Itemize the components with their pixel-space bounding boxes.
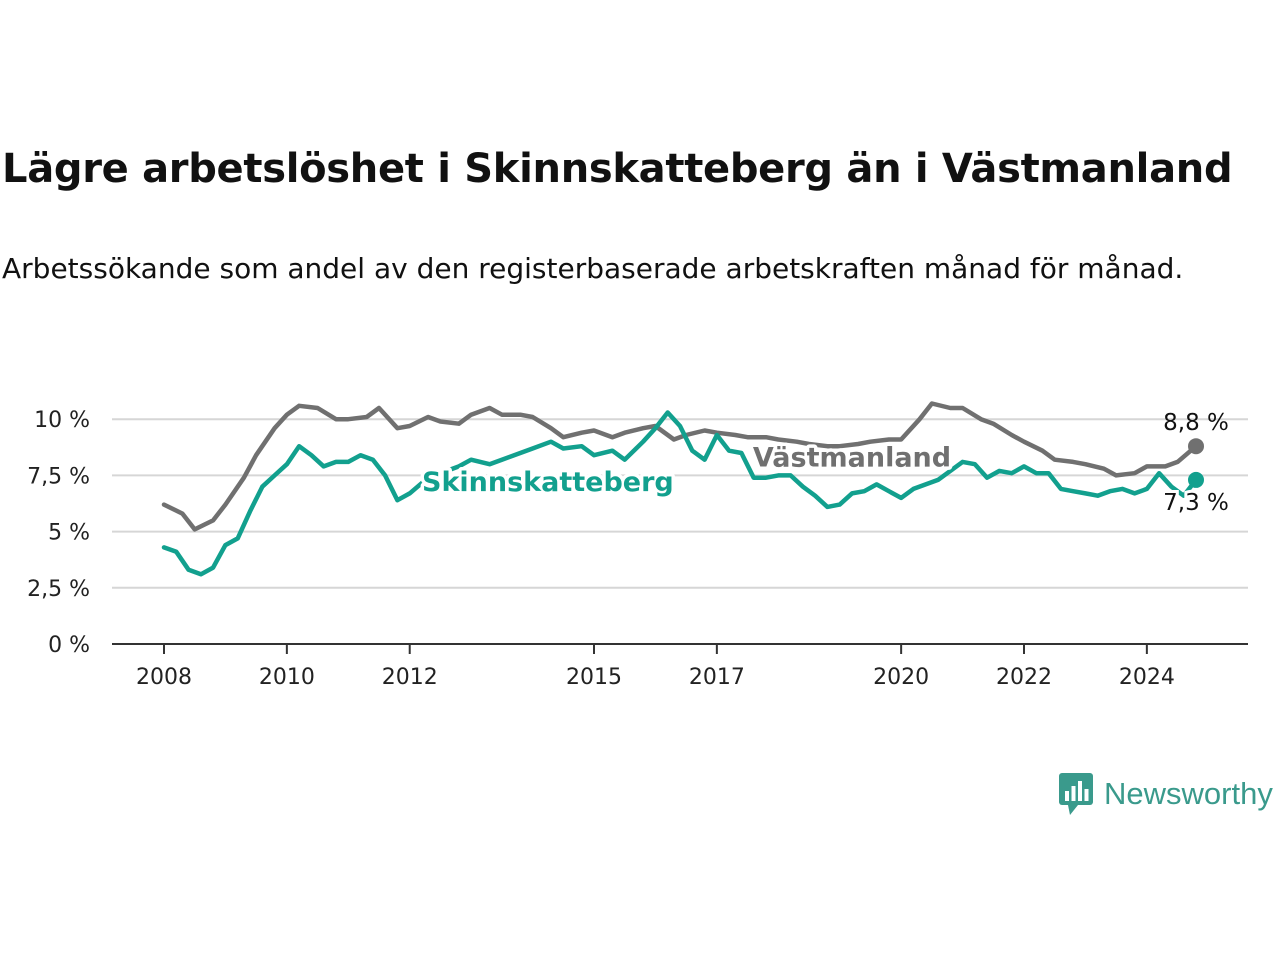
x-tick-label: 2010: [259, 665, 315, 690]
series-labels: Västmanland Skinnskatteberg 8,8 % 7,3 %: [419, 410, 1232, 519]
x-axis-ticks: 2008 2010 2012 2015 2017 2020 2022 2024: [136, 644, 1175, 690]
series-lines: [161, 401, 1204, 577]
series-line-skinnskatteberg: [161, 410, 1199, 577]
brand-logo: Newsworthy: [1058, 772, 1273, 816]
x-tick-label: 2024: [1119, 665, 1175, 690]
newsworthy-logo-icon: [1059, 773, 1093, 815]
y-tick-label: 5 %: [48, 521, 90, 546]
y-axis-ticks: 0 % 2,5 % 5 % 7,5 % 10 %: [27, 408, 90, 658]
x-tick-label: 2008: [136, 665, 192, 690]
series-end-point: [1188, 471, 1204, 488]
chart-title: Lägre arbetslöshet i Skinnskatteberg än …: [2, 146, 1233, 192]
x-tick-label: 2012: [382, 665, 438, 690]
y-tick-label: 10 %: [34, 408, 90, 433]
series-name-label: Västmanland: [753, 442, 951, 473]
end-value-label: 7,3 %: [1163, 490, 1229, 516]
series-end-point: [1188, 438, 1204, 455]
y-tick-label: 7,5 %: [27, 464, 90, 489]
end-value-label: 8,8 %: [1163, 410, 1229, 436]
x-tick-label: 2017: [689, 665, 745, 690]
y-tick-label: 2,5 %: [27, 577, 90, 602]
x-tick-label: 2015: [566, 665, 622, 690]
x-tick-label: 2020: [873, 665, 929, 690]
gridlines: [112, 418, 1248, 589]
series-name-label: Skinnskatteberg: [422, 467, 674, 498]
x-tick-label: 2022: [996, 665, 1052, 690]
line-chart: 0 % 2,5 % 5 % 7,5 % 10 % 2008 2010 2012 2015 201…: [27, 401, 1248, 690]
chart-subtitle: Arbetssökande som andel av den registerb…: [2, 252, 1184, 285]
series-line-vastmanland: [161, 401, 1199, 532]
y-tick-label: 0 %: [48, 633, 90, 658]
brand-name: Newsworthy: [1104, 776, 1273, 811]
